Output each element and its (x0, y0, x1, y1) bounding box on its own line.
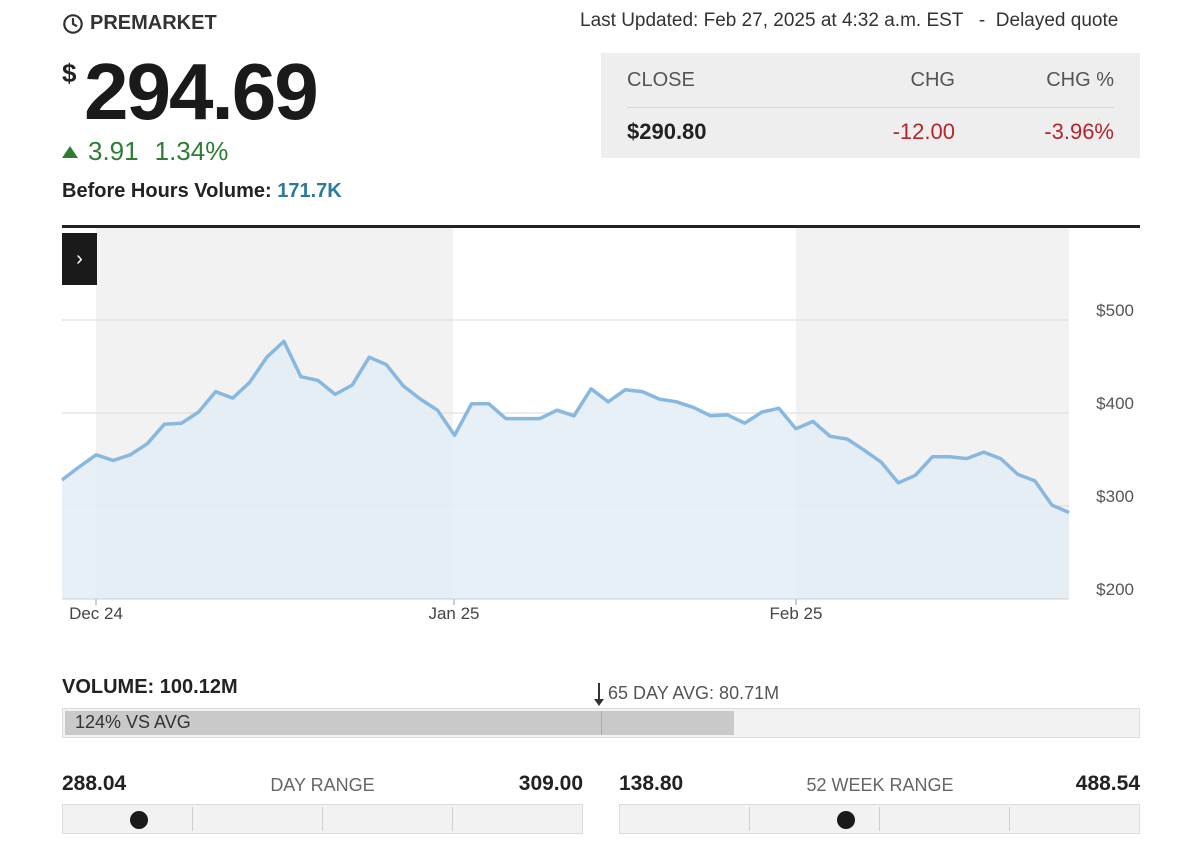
range-segment-divider (452, 807, 453, 831)
up-arrow-icon (62, 145, 78, 158)
week52-range-marker (836, 811, 855, 829)
price-change-row: 3.91 1.34% (62, 136, 228, 167)
day-range-bar (62, 804, 583, 834)
session-label-text: PREMARKET (90, 12, 217, 34)
day-range-marker (130, 811, 149, 829)
volume-bar-fill (65, 711, 734, 735)
currency-symbol: $ (62, 58, 77, 88)
price-value: 294.69 (84, 47, 319, 136)
price-change-percent: 1.34% (154, 136, 229, 166)
chart-price-line (60, 339, 1070, 515)
volume-label: Before Hours Volume: (62, 180, 272, 202)
chart-x-axis: Dec 24 Jan 25 Feb 25 (62, 598, 1069, 623)
volume-bar: 124% VS AVG (62, 708, 1140, 738)
price-change: 3.91 (88, 136, 139, 166)
price-chart[interactable]: $500 $400 $300 $200 Dec 24 Jan 25 Feb 25 (0, 228, 1200, 638)
volume-avg-tick (601, 711, 602, 735)
chart-area-fill (62, 341, 1069, 599)
chart-y-axis: $500 $400 $300 $200 (1096, 301, 1134, 599)
week52-range-title: 52 WEEK RANGE (806, 775, 954, 795)
day-range-low: 288.04 (62, 772, 127, 795)
week52-range-high: 488.54 (1075, 772, 1140, 795)
chg-value: -12.00 (892, 119, 955, 144)
close-summary-box: CLOSE CHG CHG % $290.80 -12.00 -3.96% (601, 53, 1140, 158)
week52-range-bar (619, 804, 1140, 834)
chg-header: CHG (910, 69, 955, 91)
range-segment-divider (879, 807, 880, 831)
chg-pct-value: -3.96% (1044, 119, 1114, 144)
chart-y-tick-label: $500 (1096, 301, 1134, 320)
close-header: CLOSE (627, 69, 695, 91)
before-hours-volume: Before Hours Volume: 171.7K (62, 180, 342, 203)
volume-value: 171.7K (277, 180, 342, 202)
range-segment-divider (322, 807, 323, 831)
day-range-title: DAY RANGE (270, 775, 375, 795)
range-segment-divider (192, 807, 193, 831)
volume-avg-marker: 65 DAY AVG: 80.71M (594, 683, 779, 707)
header-divider (62, 225, 1140, 228)
close-box-divider (627, 107, 1114, 108)
chart-x-tick-label: Jan 25 (428, 604, 479, 623)
range-segment-divider (749, 807, 750, 831)
down-arrow-icon (594, 683, 604, 707)
chart-y-tick-label: $400 (1096, 394, 1134, 413)
last-updated: Last Updated: Feb 27, 2025 at 4:32 a.m. … (580, 10, 1119, 31)
chart-expand-button[interactable]: › (62, 233, 97, 285)
chevron-right-icon: › (76, 247, 83, 270)
chart-x-tick-label: Dec 24 (69, 604, 123, 623)
range-segment-divider (1009, 807, 1010, 831)
close-value: $290.80 (627, 119, 707, 144)
day-range-high: 309.00 (518, 772, 583, 795)
volume-title: VOLUME: 100.12M (62, 676, 238, 698)
volume-avg-label: 65 DAY AVG: 80.71M (608, 683, 780, 703)
session-label: PREMARKET (62, 12, 217, 35)
chart-y-tick-label: $300 (1096, 487, 1134, 506)
clock-icon (63, 13, 83, 34)
chart-y-tick-label: $200 (1096, 580, 1134, 599)
week52-range-low: 138.80 (619, 772, 684, 795)
chart-x-tick-label: Feb 25 (770, 604, 823, 623)
chg-pct-header: CHG % (1046, 69, 1114, 91)
volume-vs-avg-label: 124% VS AVG (75, 712, 191, 732)
